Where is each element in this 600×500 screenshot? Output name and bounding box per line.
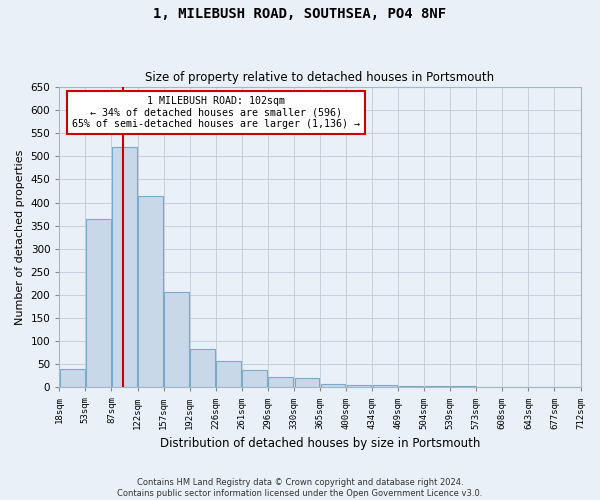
X-axis label: Distribution of detached houses by size in Portsmouth: Distribution of detached houses by size … <box>160 437 480 450</box>
Bar <box>347 384 371 388</box>
Bar <box>86 218 111 388</box>
Bar <box>425 386 449 388</box>
Bar <box>399 386 424 388</box>
Bar <box>60 369 85 388</box>
Bar <box>164 292 189 388</box>
Y-axis label: Number of detached properties: Number of detached properties <box>15 150 25 325</box>
Bar <box>320 384 346 388</box>
Bar <box>451 386 476 388</box>
Bar <box>138 196 163 388</box>
Text: Contains HM Land Registry data © Crown copyright and database right 2024.
Contai: Contains HM Land Registry data © Crown c… <box>118 478 482 498</box>
Bar <box>190 349 215 388</box>
Text: 1 MILEBUSH ROAD: 102sqm
← 34% of detached houses are smaller (596)
65% of semi-d: 1 MILEBUSH ROAD: 102sqm ← 34% of detache… <box>71 96 359 130</box>
Title: Size of property relative to detached houses in Portsmouth: Size of property relative to detached ho… <box>145 72 494 85</box>
Bar <box>242 370 267 388</box>
Bar <box>373 384 397 388</box>
Bar <box>112 147 137 388</box>
Text: 1, MILEBUSH ROAD, SOUTHSEA, PO4 8NF: 1, MILEBUSH ROAD, SOUTHSEA, PO4 8NF <box>154 8 446 22</box>
Bar <box>217 361 241 388</box>
Bar <box>295 378 319 388</box>
Bar <box>268 377 293 388</box>
